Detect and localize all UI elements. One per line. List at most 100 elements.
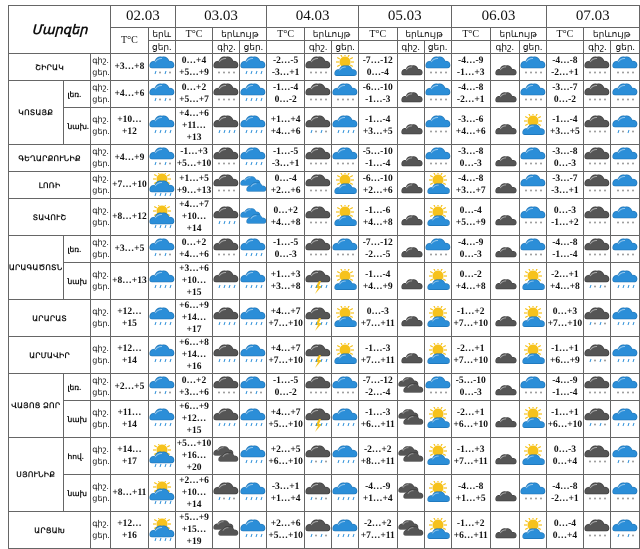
night-temperature: +1…+3 — [270, 270, 301, 280]
table-row: ԱՐԱՐԱՏ գիշ. ցեր. +12…+15 +6…+9 +14…+17 +4…+7 +7… — [7, 299, 640, 337]
day-temperature: 0…-3 — [274, 250, 297, 260]
temperature-cell: -1…-3 +6…+11 — [358, 400, 398, 438]
day-temperature: 0…-2 — [553, 95, 576, 105]
dark-snow-icon — [304, 198, 333, 236]
night-temperature: -4…-8 — [458, 174, 484, 184]
night-label: գիշ. — [92, 376, 109, 385]
moon-cloud-icon — [489, 80, 520, 108]
night-temperature: -1…+2 — [456, 519, 485, 529]
night-temperature: -1…-5 — [272, 147, 299, 157]
temperature-header: T°C — [174, 27, 214, 41]
temperature-cell: +1…+3 +3…+8 — [266, 262, 306, 300]
night-label: գիշ. — [92, 238, 109, 247]
temperature-header: T°C — [266, 27, 306, 41]
day-temperature: +7…+10 — [547, 319, 583, 329]
dark-clouds-icon — [396, 400, 425, 438]
sun-cloud-icon — [518, 107, 547, 145]
blue-rain-icon — [239, 437, 268, 475]
dark-rain-icon — [212, 299, 241, 337]
day-temperature: +6…+11 — [360, 420, 395, 430]
temperature-cell: 0…-3 -1…+2 — [545, 198, 585, 236]
night-temperature: -3…-8 — [552, 147, 578, 157]
moon-cloud-icon — [396, 107, 425, 145]
day-temperature: +7…+11 — [360, 356, 395, 366]
day-temperature: 0…+4 — [552, 531, 578, 541]
temperature-cell: -7…-12 0…-4 — [358, 53, 398, 81]
day-temperature: +2…+6 — [362, 186, 393, 196]
dark-snow-icon — [304, 373, 333, 401]
temperature-cell: -3…-8 0…-3 — [545, 144, 585, 172]
temperature-cell: -5…-10 0…-3 — [450, 373, 491, 401]
sun-cloud-rain-icon — [147, 437, 176, 475]
dark-rain-snow-icon — [583, 336, 612, 374]
day-temperature: -2…+1 — [551, 68, 579, 78]
dark-snow-icon — [304, 235, 333, 263]
moon-cloud-icon — [489, 373, 520, 401]
blue-snow-icon — [518, 474, 547, 512]
night-temperature: 0…-4 — [553, 519, 576, 529]
sun-cloud-icon — [331, 53, 360, 81]
blue-rain-icon — [610, 299, 640, 337]
day-temperature: 0…+4 — [552, 457, 578, 467]
night-temperature: +2…+6 — [270, 519, 301, 529]
moon-cloud-icon — [489, 53, 520, 81]
temperature-cell: 0…-2 +4…+8 — [450, 262, 491, 300]
blue-rain-icon — [610, 262, 640, 300]
table-row: ՏԱՎՈՒՇ գիշ. ցեր. +8…+12 +4…+7 +10…+14 0…+2 +4…+… — [7, 198, 640, 236]
day-temperature: +4…+8 — [362, 218, 393, 228]
day-temperature: +7…+10 — [453, 319, 488, 329]
sun-cloud-icon — [518, 299, 547, 337]
sub-region: հով. — [62, 437, 92, 475]
blue-snow-icon — [518, 144, 547, 172]
day-header: ցեր. — [239, 40, 268, 54]
moon-cloud-icon — [396, 171, 425, 199]
night-temperature: -1…-5 — [272, 376, 299, 386]
night-temperature: +6…+9 — [179, 402, 209, 412]
night-label: գիշ. — [92, 115, 109, 124]
day-temperature: +7…+11 — [453, 457, 488, 467]
dark-rain-snow-icon — [583, 400, 612, 438]
temperature-cell: -4…-8 +1…+5 — [450, 474, 491, 512]
temperature-header: T°C — [358, 27, 398, 41]
moon-cloud-icon — [489, 437, 520, 475]
temperature-cell: 0…+2 +4…+8 — [266, 198, 306, 236]
blue-snow-icon — [610, 474, 640, 512]
blue-rain-snow-icon — [147, 80, 176, 108]
day-temperature: -1…+3 — [456, 68, 485, 78]
sub-region: լեռ. — [62, 80, 92, 108]
blue-rain-snow-icon — [610, 511, 640, 549]
temperature-cell: -4…-8 -2…+1 — [450, 80, 491, 108]
day-label: ցեր. — [92, 388, 110, 397]
day-label: ցեր. — [92, 282, 110, 291]
temperature-cell: +3…+6 +10…+15 — [174, 262, 214, 300]
blue-rain-icon — [239, 53, 268, 81]
temperature-cell: +6…+9 +12…+15 — [174, 400, 214, 438]
day-temperature: +1…+4 — [270, 494, 301, 504]
night-label: գիշ. — [92, 344, 109, 353]
night-temperature: -4…-9 — [458, 56, 484, 66]
moon-cloud-icon — [396, 336, 425, 374]
day-temperature: +8…+13 — [110, 262, 149, 300]
temperature-cell: -3…+1 +1…+4 — [266, 474, 306, 512]
day-temperature: -2…+1 — [551, 494, 579, 504]
temperature-header: T°C — [450, 27, 491, 41]
dark-snow-icon — [212, 373, 241, 401]
moon-cloud-icon — [396, 235, 425, 263]
temperature-cell: -7…-12 -2…-4 — [358, 373, 398, 401]
temperature-cell: -1…+3 +5…+10 — [174, 144, 214, 172]
night-temperature: 0…+3 — [552, 307, 578, 317]
temperature-header: T°C — [545, 27, 585, 41]
night-temperature: 0…+2 — [181, 83, 207, 93]
date-header: 02.03 — [110, 5, 176, 28]
night-temperature: +4…+7 — [179, 200, 209, 210]
temperature-cell: +4…+7 +10…+14 — [174, 198, 214, 236]
table-row: նախ գիշ. ցեր. +8…+13 +3…+6 +10…+15 +1…+3 +3…+8 -… — [9, 262, 640, 300]
night-temperature: +1…+5 — [179, 174, 209, 184]
temperature-cell: -1…-4 +3…+5 — [358, 107, 398, 145]
night-temperature: 0…+4 — [181, 56, 207, 66]
temperature-cell: -4…-9 0…-3 — [450, 235, 491, 263]
temperature-cell: +2…+6 +10…+14 — [174, 474, 214, 512]
sub-region: լեռ. — [62, 235, 92, 263]
empty-header — [358, 40, 398, 54]
blue-rain-icon — [239, 299, 268, 337]
